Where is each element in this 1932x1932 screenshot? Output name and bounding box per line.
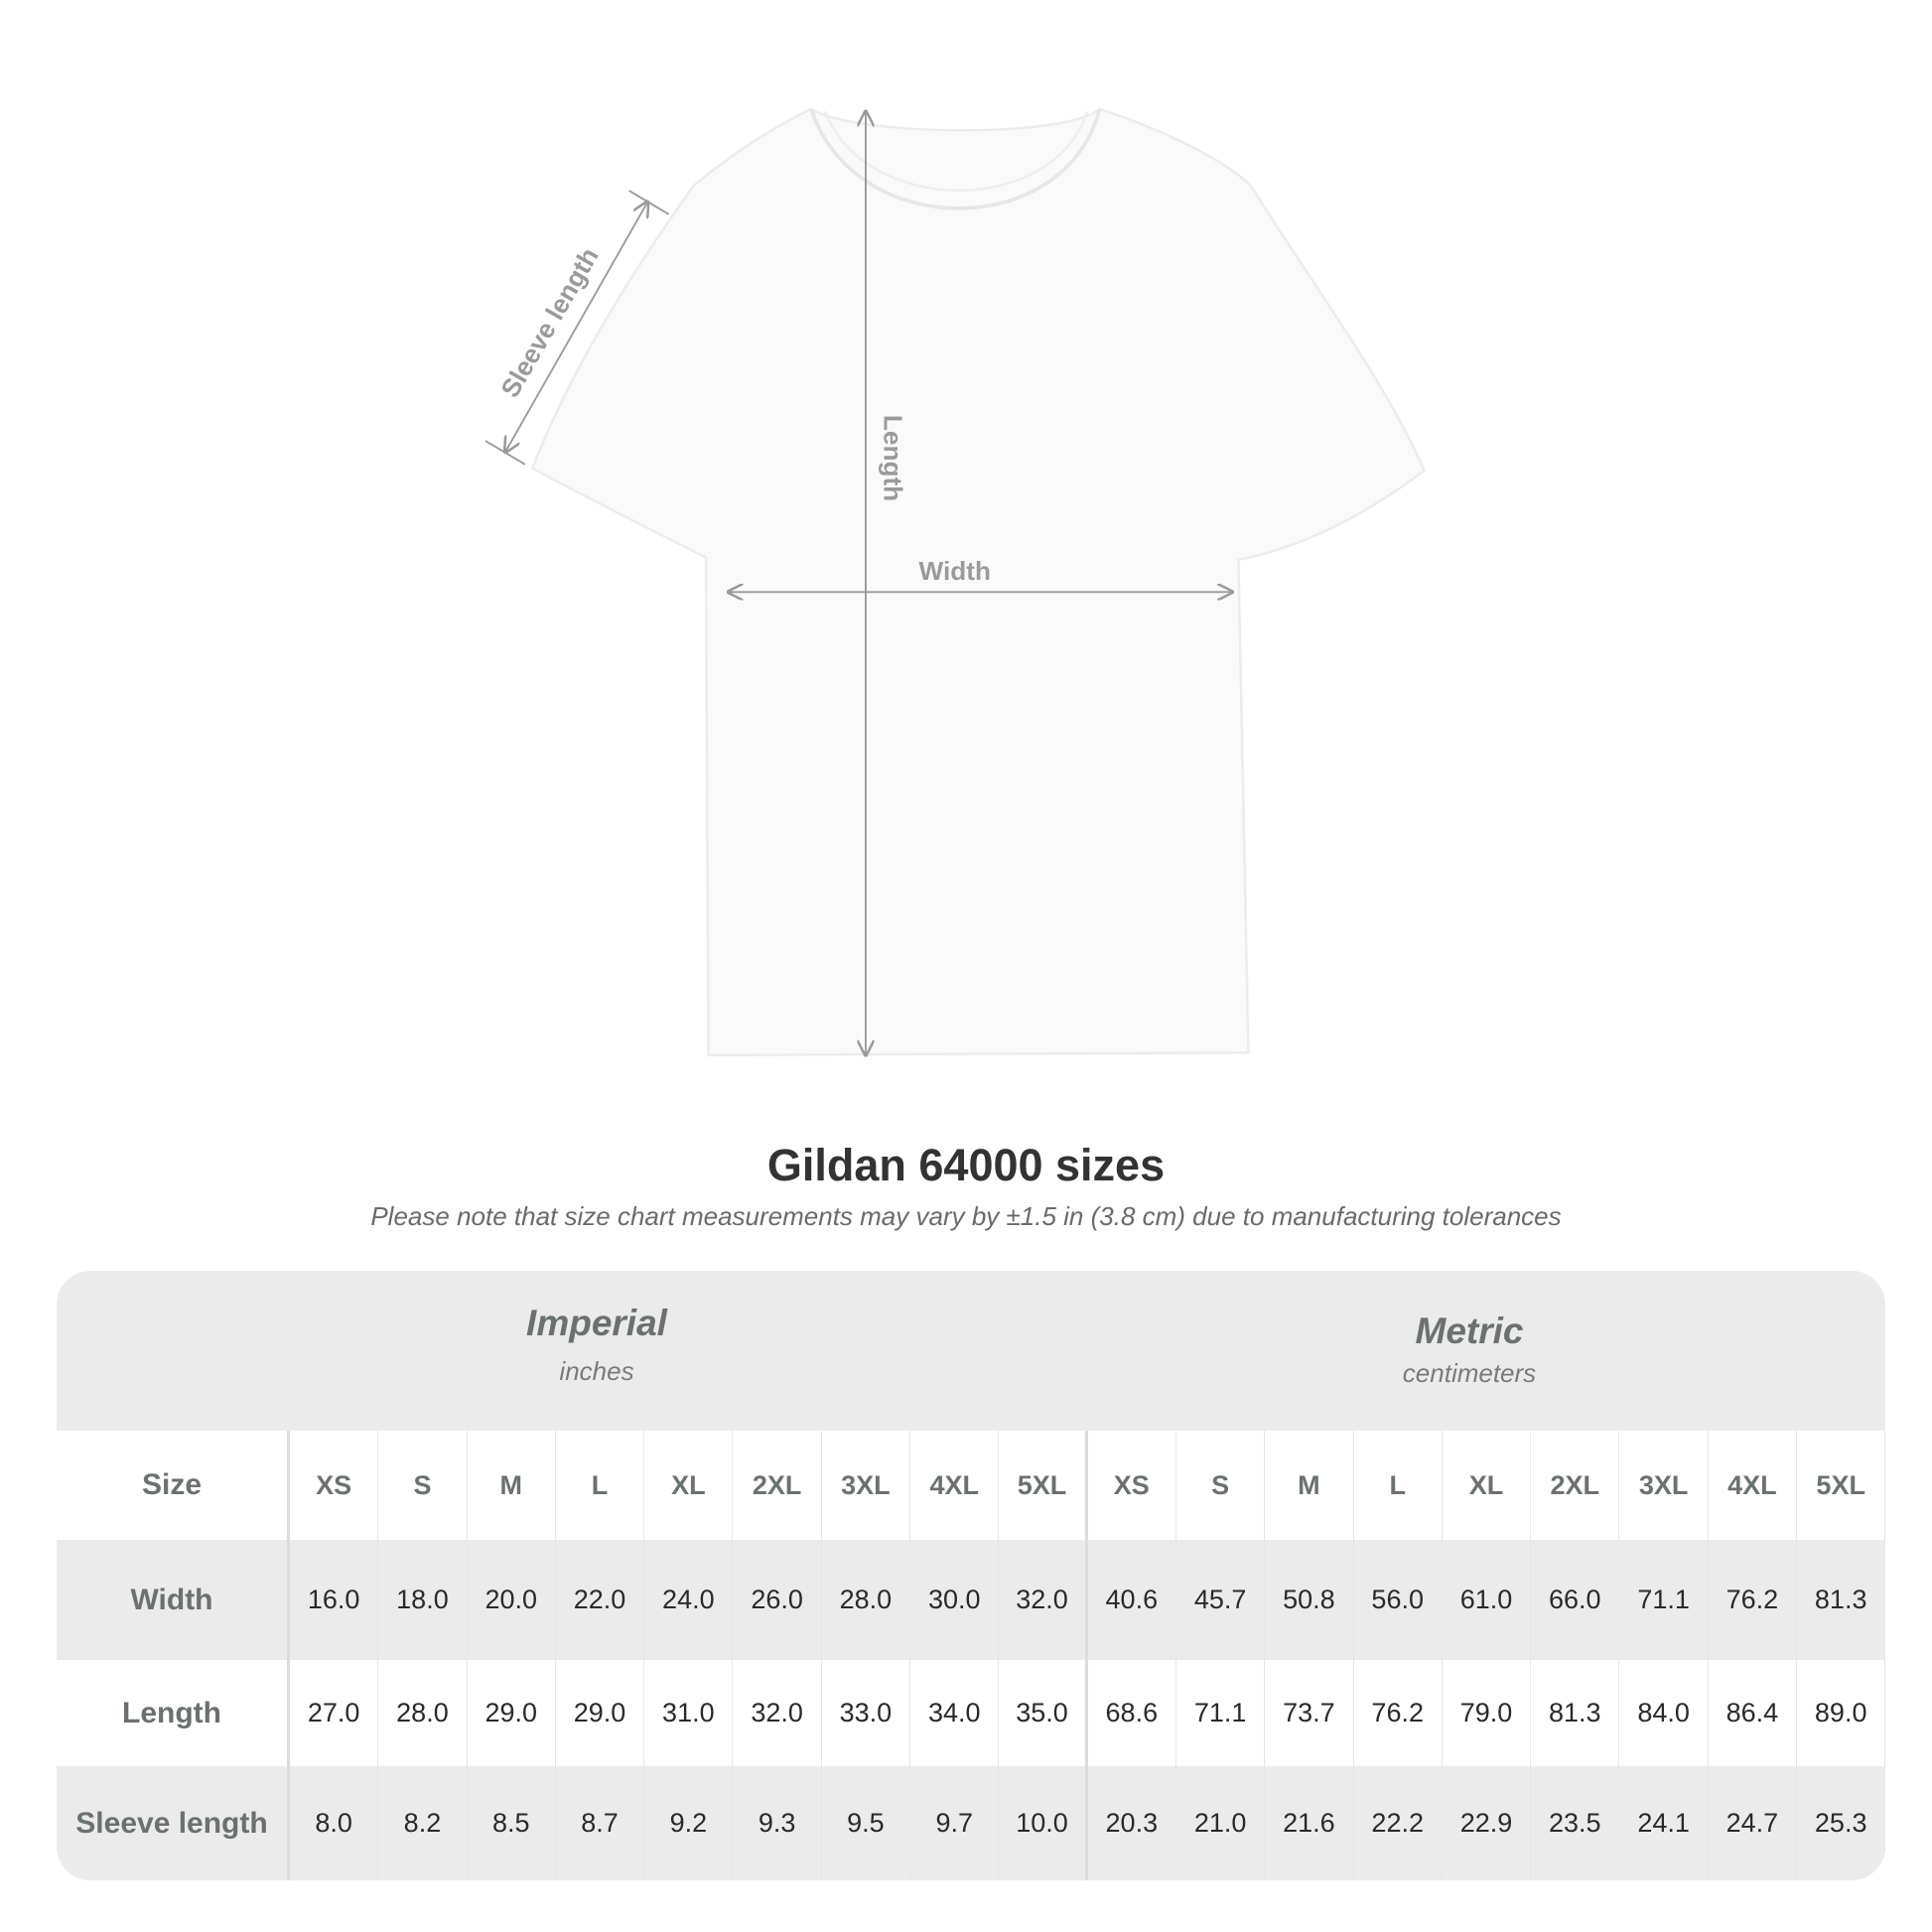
table-cell: 56.0 <box>1354 1540 1443 1660</box>
size-header-cell: XS <box>290 1431 379 1540</box>
table-cell: 21.6 <box>1265 1766 1354 1880</box>
row-label: Sleeve length <box>57 1766 290 1880</box>
table-cell: 9.2 <box>644 1766 734 1880</box>
size-header-cell: 3XL <box>822 1431 911 1540</box>
table-cell: 24.0 <box>644 1540 734 1660</box>
table-cell: 21.0 <box>1176 1766 1266 1880</box>
size-header-cell: L <box>1354 1431 1443 1540</box>
table-cell: 9.5 <box>822 1766 911 1880</box>
metric-header: Metric centimeters <box>1271 1311 1668 1389</box>
imperial-header: Imperial inches <box>398 1303 795 1387</box>
row-label: Length <box>57 1660 290 1766</box>
size-header-cell: XL <box>1443 1431 1532 1540</box>
table-cell: 84.0 <box>1619 1660 1709 1766</box>
width-label: Width <box>919 556 991 586</box>
table-cell: 40.6 <box>1088 1540 1176 1660</box>
table-cell: 10.0 <box>999 1766 1088 1880</box>
table-row: Sleeve length 8.0 8.2 8.5 8.7 9.2 9.3 9.5 9.7 10… <box>57 1766 1885 1880</box>
table-cell: 9.3 <box>733 1766 822 1880</box>
size-header-cell: 3XL <box>1619 1431 1709 1540</box>
table-cell: 32.0 <box>733 1660 822 1766</box>
metric-title: Metric <box>1415 1311 1524 1351</box>
table-cell: 73.7 <box>1265 1660 1354 1766</box>
table-cell: 8.5 <box>468 1766 556 1880</box>
table-cell: 81.3 <box>1531 1660 1620 1766</box>
table-cell: 24.7 <box>1709 1766 1798 1880</box>
table-cell: 22.9 <box>1443 1766 1532 1880</box>
size-table: Imperial inches Metric centimeters Size … <box>57 1271 1885 1880</box>
table-cell: 8.2 <box>378 1766 468 1880</box>
table-cell: 66.0 <box>1531 1540 1620 1660</box>
table-cell: 86.4 <box>1709 1660 1798 1766</box>
size-header-cell: 5XL <box>999 1431 1088 1540</box>
table-cell: 79.0 <box>1443 1660 1532 1766</box>
table-cell: 81.3 <box>1797 1540 1885 1660</box>
table-cell: 31.0 <box>644 1660 734 1766</box>
size-header-cell: M <box>468 1431 556 1540</box>
size-header-cell: S <box>378 1431 468 1540</box>
imperial-unit: inches <box>559 1356 634 1386</box>
table-cell: 8.7 <box>556 1766 645 1880</box>
size-header-cell: 2XL <box>1531 1431 1620 1540</box>
table-cell: 30.0 <box>910 1540 1000 1660</box>
table-cell: 89.0 <box>1797 1660 1885 1766</box>
row-label: Width <box>57 1540 290 1660</box>
size-header-cell: 4XL <box>910 1431 1000 1540</box>
size-header-cell: L <box>556 1431 645 1540</box>
table-cell: 18.0 <box>378 1540 468 1660</box>
table-cell: 25.3 <box>1797 1766 1885 1880</box>
table-header <box>57 1271 1885 1431</box>
table-cell: 50.8 <box>1265 1540 1354 1660</box>
table-cell: 20.3 <box>1088 1766 1176 1880</box>
table-cell: 27.0 <box>290 1660 379 1766</box>
length-label: Length <box>879 415 908 501</box>
table-row: Length 27.0 28.0 29.0 29.0 31.0 32.0 33.0 34.0 3… <box>57 1660 1885 1766</box>
table-cell: 29.0 <box>556 1660 645 1766</box>
table-cell: 23.5 <box>1531 1766 1620 1880</box>
imperial-title: Imperial <box>526 1303 667 1343</box>
size-header-cell: 2XL <box>733 1431 822 1540</box>
table-cell: 29.0 <box>468 1660 556 1766</box>
size-label: Size <box>57 1431 290 1540</box>
table-cell: 16.0 <box>290 1540 379 1660</box>
size-header-cell: 5XL <box>1797 1431 1885 1540</box>
table-cell: 45.7 <box>1176 1540 1266 1660</box>
table-cell: 28.0 <box>378 1660 468 1766</box>
size-row: Size XS S M L XL 2XL 3XL 4XL 5XL XS S M L XL 2XL 3XL 4XL… <box>57 1431 1885 1540</box>
tolerance-note: Please note that size chart measurements… <box>370 1201 1562 1231</box>
table-cell: 68.6 <box>1088 1660 1176 1766</box>
table-cell: 24.1 <box>1619 1766 1709 1880</box>
table-cell: 32.0 <box>999 1540 1088 1660</box>
sleeve-arrow <box>505 202 647 452</box>
table-cell: 61.0 <box>1443 1540 1532 1660</box>
table-cell: 71.1 <box>1619 1540 1709 1660</box>
table-cell: 71.1 <box>1176 1660 1266 1766</box>
table-cell: 9.7 <box>910 1766 1000 1880</box>
table-cell: 20.0 <box>468 1540 556 1660</box>
size-header-cell: XL <box>644 1431 734 1540</box>
size-header-cell: M <box>1265 1431 1354 1540</box>
size-header-cell: XS <box>1088 1431 1176 1540</box>
table-cell: 22.2 <box>1354 1766 1443 1880</box>
table-cell: 33.0 <box>822 1660 911 1766</box>
table-cell: 76.2 <box>1709 1540 1798 1660</box>
table-row: Width 16.0 18.0 20.0 22.0 24.0 26.0 28.0 30.0 32… <box>57 1540 1885 1660</box>
table-cell: 8.0 <box>290 1766 379 1880</box>
size-header-cell: S <box>1176 1431 1266 1540</box>
table-cell: 76.2 <box>1354 1660 1443 1766</box>
table-cell: 26.0 <box>733 1540 822 1660</box>
table-cell: 35.0 <box>999 1660 1088 1766</box>
page-title: Gildan 64000 sizes <box>766 1140 1166 1190</box>
size-header-cell: 4XL <box>1709 1431 1798 1540</box>
table-cell: 22.0 <box>556 1540 645 1660</box>
table-cell: 28.0 <box>822 1540 911 1660</box>
metric-unit: centimeters <box>1402 1358 1537 1388</box>
table-cell: 34.0 <box>910 1660 1000 1766</box>
